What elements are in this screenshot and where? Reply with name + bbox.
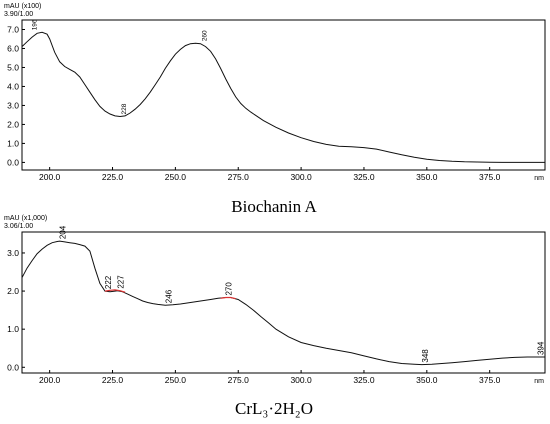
x-tick-label: 375.0	[479, 375, 501, 385]
peak-label: 246	[164, 289, 173, 303]
x-tick-label: 250.0	[165, 375, 187, 385]
chart-crl3-complex: mAU (x1,000)3.06/1.00 0.0 1.0 2.0 3.0 200.0 22…	[4, 215, 546, 385]
peak-label: 348	[421, 349, 430, 363]
x-tick-label: 325.0	[353, 375, 375, 385]
peak-label: 196	[32, 19, 39, 30]
y-tick-label: 1.0	[7, 138, 19, 148]
peak-label: 227	[116, 275, 125, 289]
x-tick-label: 300.0	[290, 375, 312, 385]
peak-label: 222	[104, 275, 113, 289]
x-axis-unit: nm	[534, 378, 544, 385]
y-axis-label: mAU (x1,000)	[4, 215, 47, 222]
y-tick-label: 2.0	[7, 286, 19, 296]
x-axis-unit: nm	[534, 175, 544, 182]
x-tick-label: 375.0	[479, 172, 501, 182]
y-tick-label: 0.0	[7, 157, 19, 167]
x-tick-label: 325.0	[353, 172, 375, 182]
y-tick-label: 3.0	[7, 248, 19, 258]
y-tick-label: 2.0	[7, 119, 19, 129]
x-tick-label: 350.0	[416, 172, 438, 182]
peak-label: 394	[536, 341, 545, 355]
x-tick-label: 225.0	[102, 375, 124, 385]
y-tick-label: 4.0	[7, 81, 19, 91]
peak-label: 204	[59, 225, 68, 239]
caption-biochanin-a: Biochanin A	[231, 197, 317, 216]
y-tick-label: 0.0	[7, 362, 19, 372]
caption-crl3-complex: CrL₃·2H₂O	[235, 399, 313, 418]
scale-label: 3.06/1.00	[4, 223, 33, 230]
peak-label: 228	[121, 103, 128, 114]
plot-frame	[21, 19, 546, 171]
y-tick-label: 7.0	[7, 24, 19, 34]
scale-label: 3.90/1.00	[4, 11, 33, 18]
peak-label: 260	[201, 30, 208, 41]
x-tick-label: 275.0	[228, 172, 250, 182]
y-tick-label: 1.0	[7, 324, 19, 334]
spectrum-line	[21, 240, 545, 366]
peak-label: 270	[225, 282, 234, 296]
y-tick-label: 6.0	[7, 43, 19, 53]
plot-frame	[21, 231, 546, 374]
x-tick-label: 300.0	[290, 172, 312, 182]
x-tick-label: 200.0	[39, 172, 61, 182]
x-tick-label: 225.0	[102, 172, 124, 182]
peak-highlight	[220, 296, 236, 300]
y-axis-label: mAU (x100)	[4, 3, 41, 10]
spectrum-line	[21, 31, 545, 163]
y-tick-label: 3.0	[7, 100, 19, 110]
x-tick-label: 350.0	[416, 375, 438, 385]
peak-highlight	[104, 289, 126, 293]
y-tick-label: 5.0	[7, 62, 19, 72]
x-tick-label: 250.0	[165, 172, 187, 182]
chart-biochanin-a: mAU (x100)3.90/1.00 0.0 1.0 2.0 3.0 4.0 5.0 6.0…	[4, 3, 546, 182]
x-tick-label: 200.0	[39, 375, 61, 385]
x-tick-label: 275.0	[228, 375, 250, 385]
